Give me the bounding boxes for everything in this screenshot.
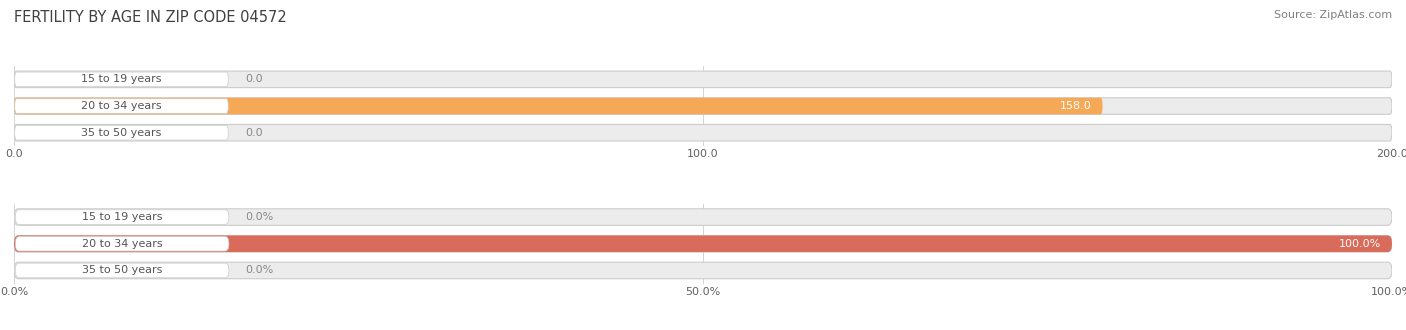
Text: 20 to 34 years: 20 to 34 years (82, 101, 162, 111)
FancyBboxPatch shape (14, 236, 1392, 252)
Text: 0.0: 0.0 (245, 74, 263, 84)
Text: FERTILITY BY AGE IN ZIP CODE 04572: FERTILITY BY AGE IN ZIP CODE 04572 (14, 10, 287, 25)
FancyBboxPatch shape (14, 98, 1102, 114)
Text: 15 to 19 years: 15 to 19 years (82, 74, 162, 84)
FancyBboxPatch shape (14, 209, 1392, 225)
Text: 35 to 50 years: 35 to 50 years (82, 128, 162, 138)
Text: 0.0%: 0.0% (246, 212, 274, 222)
Text: Source: ZipAtlas.com: Source: ZipAtlas.com (1274, 10, 1392, 20)
Text: 100.0%: 100.0% (1339, 239, 1381, 249)
Text: 158.0: 158.0 (1060, 101, 1091, 111)
FancyBboxPatch shape (14, 125, 228, 140)
Text: 15 to 19 years: 15 to 19 years (82, 212, 162, 222)
Text: 35 to 50 years: 35 to 50 years (82, 265, 162, 276)
Text: 20 to 34 years: 20 to 34 years (82, 239, 163, 249)
FancyBboxPatch shape (14, 124, 1392, 141)
FancyBboxPatch shape (14, 99, 228, 113)
FancyBboxPatch shape (15, 263, 229, 278)
FancyBboxPatch shape (14, 72, 228, 87)
FancyBboxPatch shape (14, 71, 1392, 88)
FancyBboxPatch shape (14, 98, 1392, 114)
FancyBboxPatch shape (15, 210, 229, 224)
FancyBboxPatch shape (15, 237, 229, 251)
FancyBboxPatch shape (14, 262, 1392, 279)
FancyBboxPatch shape (14, 236, 1392, 252)
Text: 0.0: 0.0 (245, 128, 263, 138)
Text: 0.0%: 0.0% (246, 265, 274, 276)
